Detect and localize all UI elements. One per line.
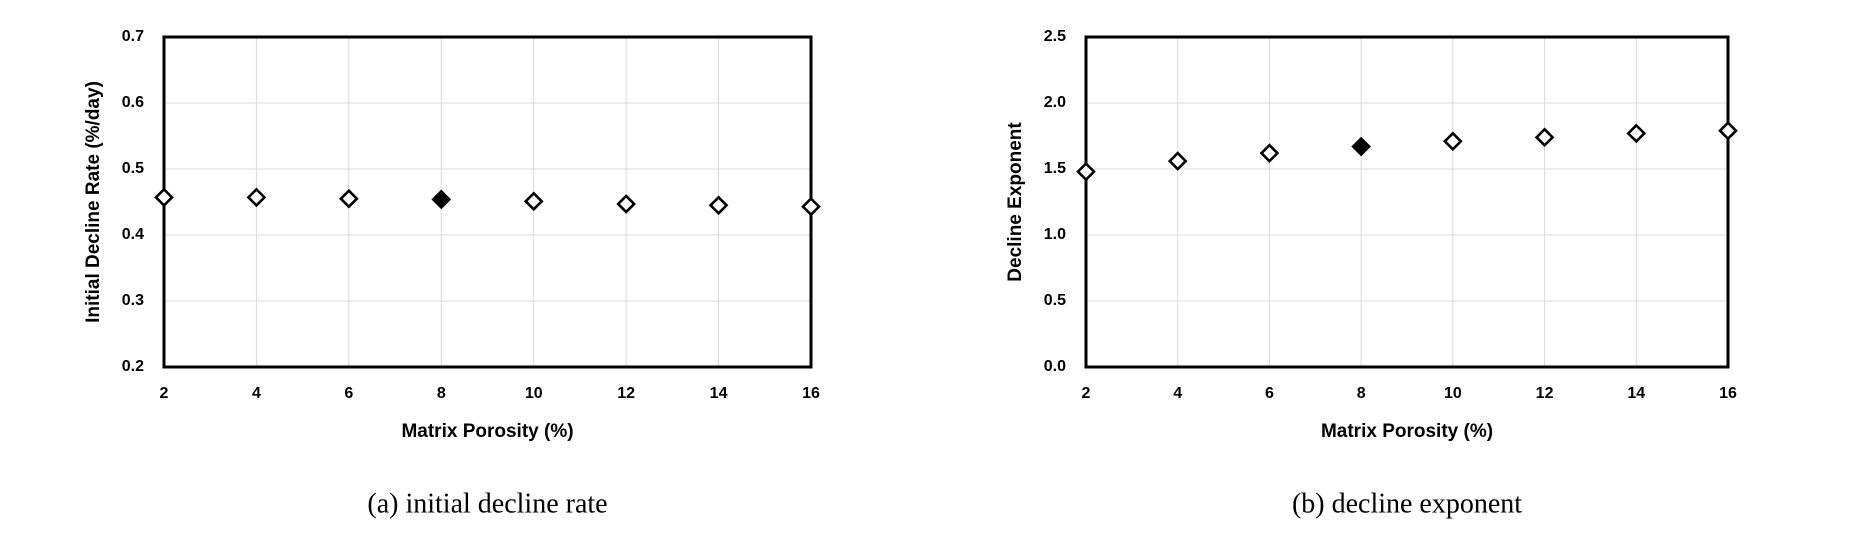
x-tick-label: 12: [617, 385, 635, 402]
marker: [1351, 136, 1371, 157]
marker: [801, 196, 821, 217]
x-tick-label: 8: [437, 385, 446, 402]
y-tick-label: 0.0: [1044, 358, 1066, 375]
marker: [1259, 143, 1280, 163]
y-tick-label: 0.5: [122, 160, 144, 177]
marker: [246, 187, 267, 208]
y-tick-label: 0.5: [1044, 292, 1066, 309]
y-tick-label: 0.4: [122, 226, 144, 243]
plot-frame: [1084, 35, 1730, 369]
x-tick-label: 14: [710, 385, 728, 402]
caption: (a) initial decline rate: [367, 488, 607, 519]
marker: [1718, 120, 1738, 141]
y-tick-label: 2.0: [1044, 94, 1066, 111]
marker: [708, 195, 729, 216]
x-tick-label: 4: [1173, 385, 1182, 402]
x-tick-label: 10: [1444, 385, 1462, 402]
x-tick-label: 16: [802, 385, 820, 402]
y-tick-label: 1.0: [1044, 226, 1066, 243]
x-axis-title: Matrix Porosity (%): [1321, 421, 1493, 442]
x-tick-label: 2: [160, 385, 169, 402]
marker: [523, 191, 544, 212]
x-tick-label: 2: [1082, 385, 1091, 402]
caption: (b) decline exponent: [1292, 488, 1522, 519]
x-tick-label: 4: [252, 385, 261, 402]
marker: [154, 187, 174, 208]
x-tick-label: 16: [1719, 385, 1737, 402]
y-tick-label: 0.2: [122, 358, 144, 375]
x-tick-label: 10: [525, 385, 543, 402]
y-tick-label: 0.6: [122, 94, 144, 111]
marker: [1076, 161, 1096, 182]
marker: [339, 188, 359, 209]
y-tick-label: 1.5: [1044, 160, 1066, 177]
x-tick-label: 14: [1627, 385, 1645, 402]
y-axis-title: Initial Decline Rate (%/day): [83, 81, 104, 323]
marker: [616, 194, 636, 214]
x-tick-label: 6: [1265, 385, 1274, 402]
y-tick-label: 2.5: [1044, 28, 1066, 45]
x-axis-title: Matrix Porosity (%): [401, 421, 573, 442]
x-tick-label: 12: [1536, 385, 1554, 402]
marker: [1626, 123, 1647, 144]
x-tick-label: 6: [344, 385, 353, 402]
y-axis-title: Decline Exponent: [1005, 122, 1026, 282]
marker: [1534, 127, 1555, 148]
marker: [1167, 151, 1188, 171]
marker: [1443, 131, 1463, 152]
y-tick-label: 0.3: [122, 292, 144, 309]
marker: [431, 189, 452, 210]
y-tick-label: 0.7: [122, 28, 144, 45]
x-tick-label: 8: [1357, 385, 1366, 402]
